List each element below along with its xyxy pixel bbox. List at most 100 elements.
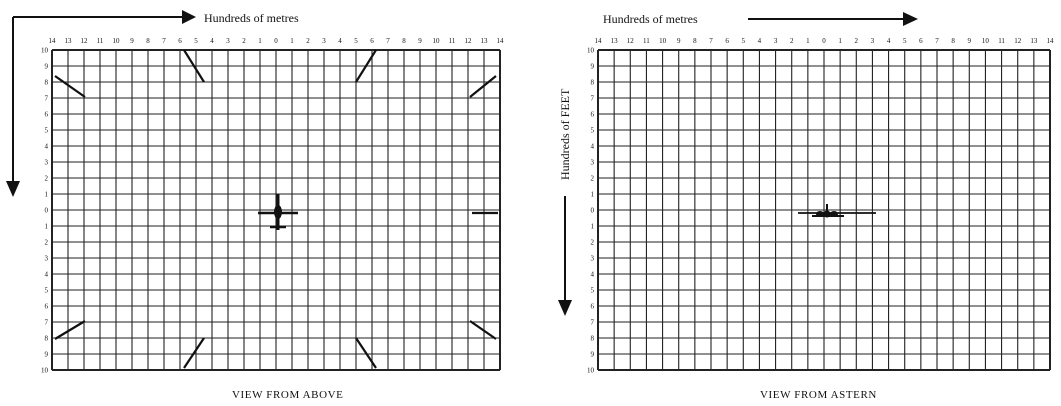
x-tick-label: 4 <box>758 37 762 45</box>
x-tick-label: 10 <box>113 37 121 45</box>
y-tick-label: 10 <box>587 367 595 375</box>
x-tick-label: 10 <box>982 37 990 45</box>
y-tick-label: 2 <box>45 175 49 183</box>
y-tick-label: 2 <box>591 175 595 183</box>
y-tick-label: 1 <box>45 223 49 231</box>
y-tick-label: 8 <box>45 335 49 343</box>
x-tick-label: 2 <box>306 37 310 45</box>
grid <box>51 49 501 371</box>
x-tick-label: 9 <box>677 37 681 45</box>
y-axis-title: Hundreds of FEET <box>558 88 572 180</box>
y-tick-label: 8 <box>45 79 49 87</box>
x-tick-label: 6 <box>919 37 923 45</box>
y-tick-label: 5 <box>45 287 49 295</box>
x-tick-label: 8 <box>146 37 150 45</box>
y-tick-label: 7 <box>45 319 49 327</box>
x-tick-label: 7 <box>709 37 713 45</box>
y-tick-label: 8 <box>591 335 595 343</box>
x-tick-label: 5 <box>742 37 746 45</box>
y-tick-label: 7 <box>591 319 595 327</box>
x-tick-label: 1 <box>838 37 842 45</box>
y-tick-label: 6 <box>45 303 49 311</box>
x-axis-title: Hundreds of metres <box>603 12 698 26</box>
y-tick-label: 7 <box>591 95 595 103</box>
x-tick-label: 6 <box>370 37 374 45</box>
x-tick-label: 11 <box>998 37 1005 45</box>
y-tick-label: 4 <box>591 143 595 151</box>
x-axis-title: Hundreds of metres <box>204 11 299 25</box>
x-axis-arrow <box>748 12 918 26</box>
x-tick-label: 8 <box>951 37 955 45</box>
aircraft-rear-view-icon <box>798 204 876 218</box>
y-tick-label: 4 <box>45 271 49 279</box>
x-tick-label: 5 <box>903 37 907 45</box>
y-axis-arrow <box>6 16 150 197</box>
x-tick-label: 14 <box>49 37 57 45</box>
x-tick-label: 3 <box>774 37 778 45</box>
y-tick-label: 6 <box>45 111 49 119</box>
x-tick-label: 6 <box>725 37 729 45</box>
x-tick-label: 12 <box>81 37 89 45</box>
x-tick-label: 6 <box>178 37 182 45</box>
y-tick-label: 1 <box>45 191 49 199</box>
y-tick-label: 6 <box>591 111 595 119</box>
y-tick-label: 9 <box>45 351 49 359</box>
x-tick-label: 11 <box>643 37 650 45</box>
y-tick-label: 1 <box>591 191 595 199</box>
x-tick-label: 0 <box>274 37 278 45</box>
y-tick-label: 9 <box>591 63 595 71</box>
x-tick-label: 2 <box>855 37 859 45</box>
x-tick-label: 14 <box>497 37 505 45</box>
y-tick-label: 2 <box>45 239 49 247</box>
y-tick-label: 3 <box>45 159 49 167</box>
x-tick-label: 5 <box>194 37 198 45</box>
x-tick-label: 8 <box>402 37 406 45</box>
y-tick-label: 7 <box>45 95 49 103</box>
corner-markers <box>54 49 498 369</box>
x-tick-label: 14 <box>1047 37 1055 45</box>
x-tick-label: 2 <box>790 37 794 45</box>
x-tick-label: 4 <box>887 37 891 45</box>
y-tick-label: 3 <box>591 255 595 263</box>
x-tick-label: 1 <box>258 37 262 45</box>
x-tick-label: 4 <box>210 37 214 45</box>
y-tick-label: 0 <box>45 207 49 215</box>
y-tick-label: 1 <box>591 223 595 231</box>
y-tick-label: 5 <box>45 127 49 135</box>
x-tick-label: 3 <box>871 37 875 45</box>
x-tick-label: 3 <box>226 37 230 45</box>
y-tick-label: 3 <box>591 159 595 167</box>
x-tick-label: 13 <box>1030 37 1038 45</box>
x-tick-label: 9 <box>968 37 972 45</box>
y-tick-label: 4 <box>591 271 595 279</box>
x-tick-label: 1 <box>806 37 810 45</box>
x-tick-label: 13 <box>611 37 619 45</box>
x-tick-label: 11 <box>449 37 456 45</box>
x-tick-label: 12 <box>465 37 473 45</box>
grid <box>597 49 1051 371</box>
x-tick-labels: 14 13 12 11 10 9 8 7 6 5 4 3 2 1 0 1 2 3 4 5 6 7 8 9 10 11 12 13 14 <box>595 37 1055 45</box>
x-tick-label: 7 <box>386 37 390 45</box>
x-tick-label: 2 <box>242 37 246 45</box>
caption-view-from-astern: VIEW FROM ASTERN <box>760 389 877 401</box>
y-tick-label: 8 <box>591 79 595 87</box>
y-tick-label: 5 <box>591 127 595 135</box>
x-tick-label: 0 <box>822 37 826 45</box>
y-tick-label: 10 <box>587 47 595 55</box>
y-tick-label: 10 <box>41 367 49 375</box>
panel-view-from-above: Hundreds of metres 14 13 12 11 10 9 8 7 6 5 4 3 2 1 0 1… <box>6 10 504 401</box>
x-tick-label: 9 <box>130 37 134 45</box>
y-tick-label: 4 <box>45 143 49 151</box>
aircraft-top-view-icon <box>258 194 298 230</box>
x-tick-label: 9 <box>418 37 422 45</box>
x-tick-label: 10 <box>433 37 441 45</box>
x-tick-label: 8 <box>693 37 697 45</box>
y-tick-label: 10 <box>41 47 49 55</box>
y-axis-arrow <box>558 196 572 316</box>
y-tick-label: 9 <box>45 63 49 71</box>
x-tick-label: 12 <box>627 37 635 45</box>
y-tick-label: 6 <box>591 303 595 311</box>
y-tick-label: 3 <box>45 255 49 263</box>
